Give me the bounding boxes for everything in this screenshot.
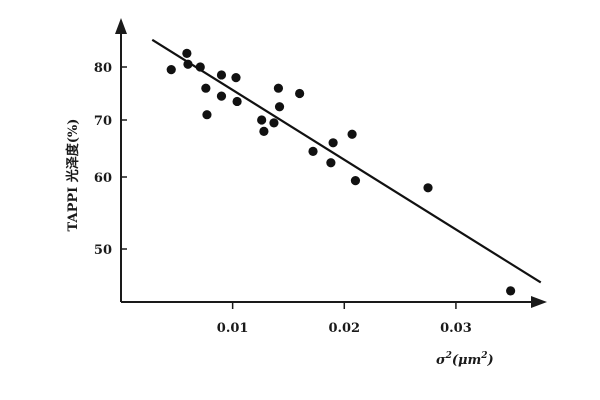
data-points: [166, 48, 516, 296]
data-point: [183, 59, 193, 69]
data-point: [216, 70, 227, 80]
trend-line: [151, 38, 542, 284]
y-tick-label: 70: [94, 114, 112, 129]
y-tick-label: 50: [94, 243, 112, 258]
x-label-unit-power: 2: [480, 351, 487, 361]
x-tick-label: 0.01: [217, 321, 249, 336]
data-point: [232, 96, 242, 107]
data-point: [274, 102, 285, 112]
data-point: [216, 91, 227, 101]
data-point: [423, 183, 433, 193]
data-point: [295, 88, 305, 99]
x-axis-label: σ2(μm2): [436, 351, 494, 368]
x-label-unit-open: (μm: [452, 353, 481, 368]
x-label-unit-close: ): [487, 353, 494, 368]
y-tick-label: 60: [94, 171, 112, 186]
data-point: [257, 115, 267, 125]
data-point: [202, 110, 212, 120]
data-point: [182, 48, 192, 58]
y-tick-label: 80: [94, 61, 112, 76]
data-point: [350, 176, 361, 186]
data-point: [506, 286, 516, 296]
x-label-symbol: σ: [436, 353, 446, 368]
data-point: [201, 83, 211, 93]
axes: [115, 18, 547, 308]
data-point: [347, 129, 357, 139]
x-ticks: 0.01 0.02 0.03: [217, 302, 472, 336]
y-axis-arrow-icon: [115, 18, 127, 34]
data-point: [231, 73, 241, 83]
data-point: [328, 138, 338, 148]
y-axis-label: TAPPI 光泽度(%): [65, 119, 81, 232]
data-point: [269, 118, 279, 128]
data-point: [259, 126, 269, 136]
x-tick-label: 0.02: [328, 321, 360, 336]
data-point: [166, 65, 176, 75]
x-axis-arrow-icon: [531, 296, 547, 308]
data-point: [273, 83, 284, 93]
data-point: [326, 158, 336, 168]
data-point: [308, 146, 318, 156]
x-label-power: 2: [445, 351, 452, 361]
x-tick-label: 0.03: [440, 321, 472, 336]
data-point: [195, 62, 205, 72]
y-ticks: 50 60 70 80: [94, 61, 127, 258]
